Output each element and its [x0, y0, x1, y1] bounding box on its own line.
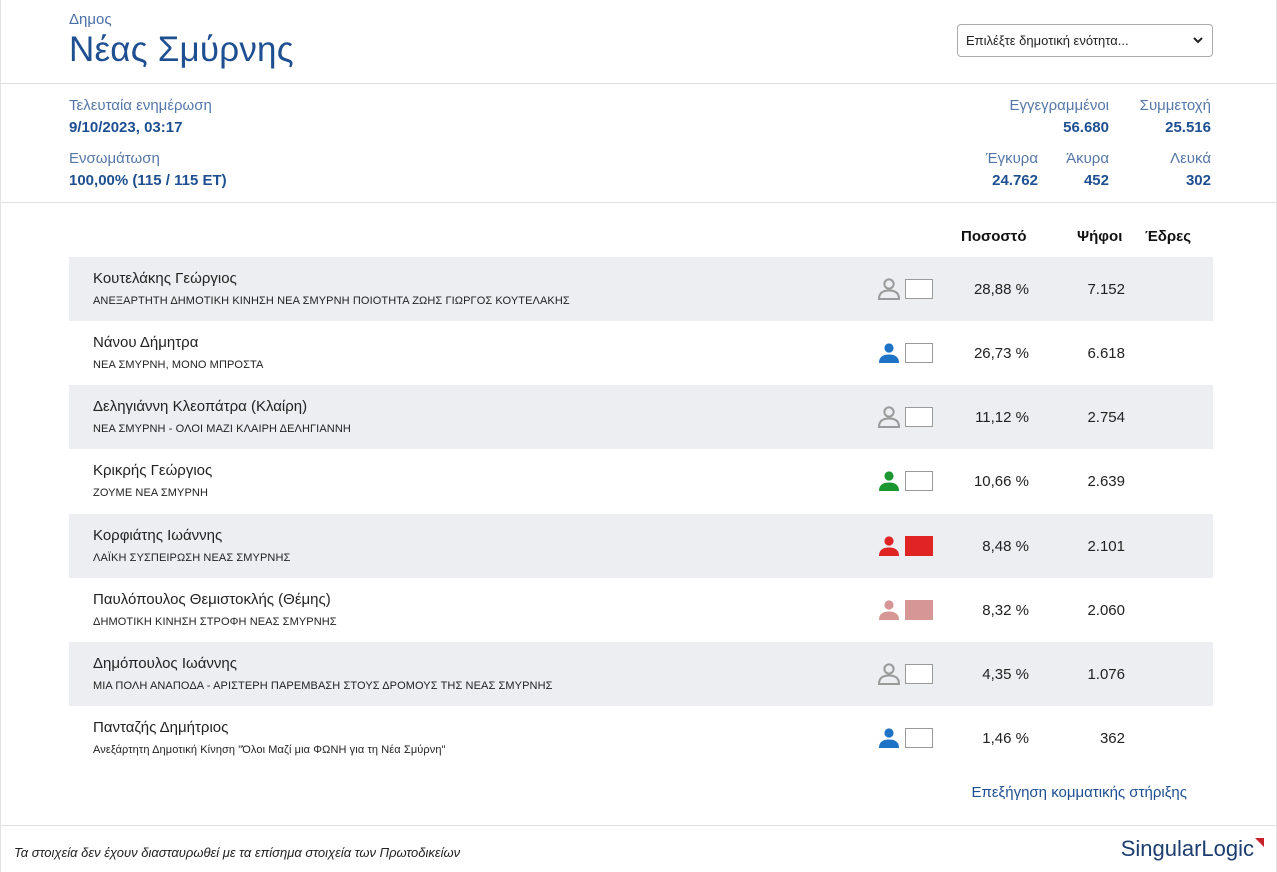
- candidate-party: ΑΝΕΞΑΡΤΗΤΗ ΔΗΜΟΤΙΚΗ ΚΙΝΗΣΗ ΝΕΑ ΣΜΥΡΝΗ ΠΟ…: [93, 295, 570, 307]
- person-icon: [879, 343, 899, 363]
- logo-text-part1: Singular: [1120, 836, 1202, 861]
- column-header-seats: Έδρες: [1145, 228, 1192, 245]
- candidate-party: ΛΑΪΚΗ ΣΥΣΠΕΙΡΩΣΗ ΝΕΑΣ ΣΜΥΡΝΗΣ: [93, 552, 291, 564]
- table-row: Παυλόπουλος Θεμιστοκλής (Θέμης) ΔΗΜΟΤΙΚΗ …: [69, 578, 1213, 642]
- candidate-percent: 1,46 %: [982, 730, 1029, 747]
- candidate-votes: 362: [1099, 730, 1125, 747]
- party-color-swatch: [905, 279, 933, 299]
- blank-label: Λευκά: [1170, 150, 1211, 167]
- counted-value: 100,00% (115 / 115 ΕΤ): [69, 172, 227, 189]
- registered-value: 56.680: [1063, 119, 1109, 136]
- candidate-party: ΔΗΜΟΤΙΚΗ ΚΙΝΗΣΗ ΣΤΡΟΦΗ ΝΕΑΣ ΣΜΥΡΝΗΣ: [93, 616, 337, 628]
- candidate-votes: 2.639: [1087, 473, 1125, 490]
- person-icon: [877, 278, 901, 300]
- candidate-party: Ανεξάρτητη Δημοτική Κίνηση "Όλοι Μαζί μι…: [93, 744, 446, 756]
- candidate-percent: 11,12 %: [975, 409, 1029, 426]
- party-color-swatch: [905, 600, 933, 620]
- municipal-unit-select-value: Επιλέξτε δημοτική ενότητα...: [966, 33, 1129, 48]
- page-footer: Τα στοιχεία δεν έχουν διασταυρωθεί με τα…: [1, 825, 1276, 872]
- candidate-name: Κουτελάκης Γεώργιος: [93, 270, 237, 287]
- table-row: Κρικρής Γεώργιος ΖΟΥΜΕ ΝΕΑ ΣΜΥΡΝΗ 10,66 % 2…: [69, 449, 1213, 513]
- candidate-percent: 8,48 %: [982, 538, 1029, 555]
- table-row: Δεληγιάννη Κλεοπάτρα (Κλαίρη) ΝΕΑ ΣΜΥΡΝΗ …: [69, 385, 1213, 449]
- municipal-unit-select[interactable]: Επιλέξτε δημοτική ενότητα...: [957, 24, 1213, 57]
- candidate-percent: 28,88 %: [973, 281, 1029, 298]
- candidate-percent: 8,32 %: [982, 602, 1029, 619]
- party-color-swatch: [905, 407, 933, 427]
- table-row: Κορφιάτης Ιωάννης ΛΑΪΚΗ ΣΥΣΠΕΙΡΩΣΗ ΝΕΑΣ Σ…: [69, 514, 1213, 578]
- candidate-votes: 2.754: [1087, 409, 1125, 426]
- singularlogic-logo: SingularLogic: [1121, 836, 1264, 862]
- column-header-percent: Ποσοστό: [961, 228, 1027, 245]
- page-title: Νέας Σμύρνης: [69, 30, 294, 69]
- person-icon: [877, 406, 901, 428]
- column-header-votes: Ψήφοι: [1077, 228, 1123, 245]
- person-icon: [879, 600, 899, 620]
- last-update-value: 9/10/2023, 03:17: [69, 119, 183, 136]
- registered-label: Εγγεγραμμένοι: [1009, 97, 1109, 114]
- counted-label: Ενσωμάτωση: [69, 150, 160, 167]
- table-row: Δημόπουλος Ιωάννης ΜΙΑ ΠΟΛΗ ΑΝΑΠΟΔΑ - ΑΡΙ…: [69, 642, 1213, 706]
- candidate-votes: 1.076: [1087, 666, 1125, 683]
- table-row: Κουτελάκης Γεώργιος ΑΝΕΞΑΡΤΗΤΗ ΔΗΜΟΤΙΚΗ Κ…: [69, 257, 1213, 321]
- candidate-votes: 2.101: [1087, 538, 1125, 555]
- candidate-name: Κορφιάτης Ιωάννης: [93, 527, 223, 544]
- candidate-party: ΝΕΑ ΣΜΥΡΝΗ, ΜΟΝΟ ΜΠΡΟΣΤΑ: [93, 359, 264, 371]
- candidate-name: Παυλόπουλος Θεμιστοκλής (Θέμης): [93, 591, 331, 608]
- party-color-swatch: [905, 343, 933, 363]
- candidate-name: Πανταζής Δημήτριος: [93, 719, 229, 736]
- party-support-explanation-link[interactable]: Επεξήγηση κομματικής στήριξης: [971, 784, 1187, 801]
- party-color-swatch: [905, 664, 933, 684]
- party-color-swatch: [905, 471, 933, 491]
- candidate-percent: 26,73 %: [973, 345, 1029, 362]
- logo-triangle-icon: [1255, 838, 1264, 847]
- last-update-label: Τελευταία ενημέρωση: [69, 97, 212, 114]
- person-icon: [879, 471, 899, 491]
- person-icon: [879, 728, 899, 748]
- municipality-kind-label: Δημος: [69, 11, 112, 28]
- person-icon: [877, 663, 901, 685]
- invalid-label: Άκυρα: [1066, 150, 1109, 167]
- table-row: Πανταζής Δημήτριος Ανεξάρτητη Δημοτική Κί…: [69, 706, 1213, 770]
- blank-value: 302: [1185, 172, 1211, 189]
- candidate-votes: 2.060: [1087, 602, 1125, 619]
- candidate-name: Κρικρής Γεώργιος: [93, 462, 213, 479]
- candidate-party: ΜΙΑ ΠΟΛΗ ΑΝΑΠΟΔΑ - ΑΡΙΣΤΕΡΗ ΠΑΡΕΜΒΑΣΗ ΣΤ…: [93, 680, 553, 692]
- page-header: Δημος Νέας Σμύρνης Επιλέξτε δημοτική ενό…: [1, 0, 1276, 84]
- candidate-votes: 6.618: [1087, 345, 1125, 362]
- candidate-name: Δημόπουλος Ιωάννης: [93, 655, 237, 672]
- candidate-votes: 7.152: [1087, 281, 1125, 298]
- disclaimer-text: Τα στοιχεία δεν έχουν διασταυρωθεί με τα…: [14, 845, 461, 860]
- valid-label: Έγκυρα: [985, 150, 1038, 167]
- party-color-swatch: [905, 728, 933, 748]
- stats-panel: Τελευταία ενημέρωση 9/10/2023, 03:17 Ενσ…: [1, 84, 1276, 203]
- valid-value: 24.762: [992, 172, 1038, 189]
- candidate-name: Νάνου Δήμητρα: [93, 334, 199, 351]
- turnout-label: Συμμετοχή: [1139, 97, 1211, 114]
- person-icon: [879, 536, 899, 556]
- chevron-down-icon: [1193, 37, 1203, 44]
- turnout-value: 25.516: [1165, 119, 1211, 136]
- table-row: Νάνου Δήμητρα ΝΕΑ ΣΜΥΡΝΗ, ΜΟΝΟ ΜΠΡΟΣΤΑ 26,…: [69, 321, 1213, 385]
- logo-text-part2: Logic: [1201, 836, 1254, 861]
- invalid-value: 452: [1083, 172, 1109, 189]
- candidate-party: ΝΕΑ ΣΜΥΡΝΗ - ΟΛΟΙ ΜΑΖΙ ΚΛΑΙΡΗ ΔΕΛΗΓΙΑΝΝΗ: [93, 423, 351, 435]
- candidate-percent: 4,35 %: [982, 666, 1029, 683]
- candidate-name: Δεληγιάννη Κλεοπάτρα (Κλαίρη): [93, 398, 308, 415]
- candidate-party: ΖΟΥΜΕ ΝΕΑ ΣΜΥΡΝΗ: [93, 487, 209, 499]
- candidate-percent: 10,66 %: [973, 473, 1029, 490]
- party-color-swatch: [905, 536, 933, 556]
